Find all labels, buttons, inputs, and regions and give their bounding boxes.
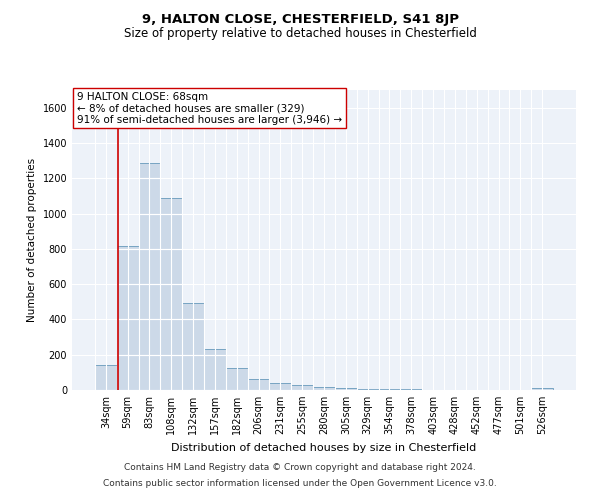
Bar (95, 366, 117, 390)
Y-axis label: Number of detached properties: Number of detached properties (27, 158, 37, 322)
Bar (182, 302, 204, 390)
Text: Size of property relative to detached houses in Chesterfield: Size of property relative to detached ho… (124, 28, 476, 40)
Bar (160, 198, 182, 390)
Bar (248, 378, 269, 390)
X-axis label: Distribution of detached houses by size in Chesterfield: Distribution of detached houses by size … (172, 442, 476, 452)
Bar (269, 383, 291, 390)
Text: 9 HALTON CLOSE: 68sqm
← 8% of detached houses are smaller (329)
91% of semi-deta: 9 HALTON CLOSE: 68sqm ← 8% of detached h… (77, 92, 342, 124)
Bar (204, 350, 226, 390)
Text: 9, HALTON CLOSE, CHESTERFIELD, S41 8JP: 9, HALTON CLOSE, CHESTERFIELD, S41 8JP (142, 12, 458, 26)
Bar (335, 388, 357, 390)
Bar (139, 163, 160, 390)
Text: Contains public sector information licensed under the Open Government Licence v3: Contains public sector information licen… (103, 478, 497, 488)
Bar (117, 246, 139, 390)
Bar (357, 388, 379, 390)
Bar (531, 388, 553, 390)
Bar (379, 389, 400, 390)
Bar (313, 387, 335, 390)
Bar (226, 368, 248, 390)
Text: Contains HM Land Registry data © Crown copyright and database right 2024.: Contains HM Land Registry data © Crown c… (124, 464, 476, 472)
Bar (291, 385, 313, 390)
